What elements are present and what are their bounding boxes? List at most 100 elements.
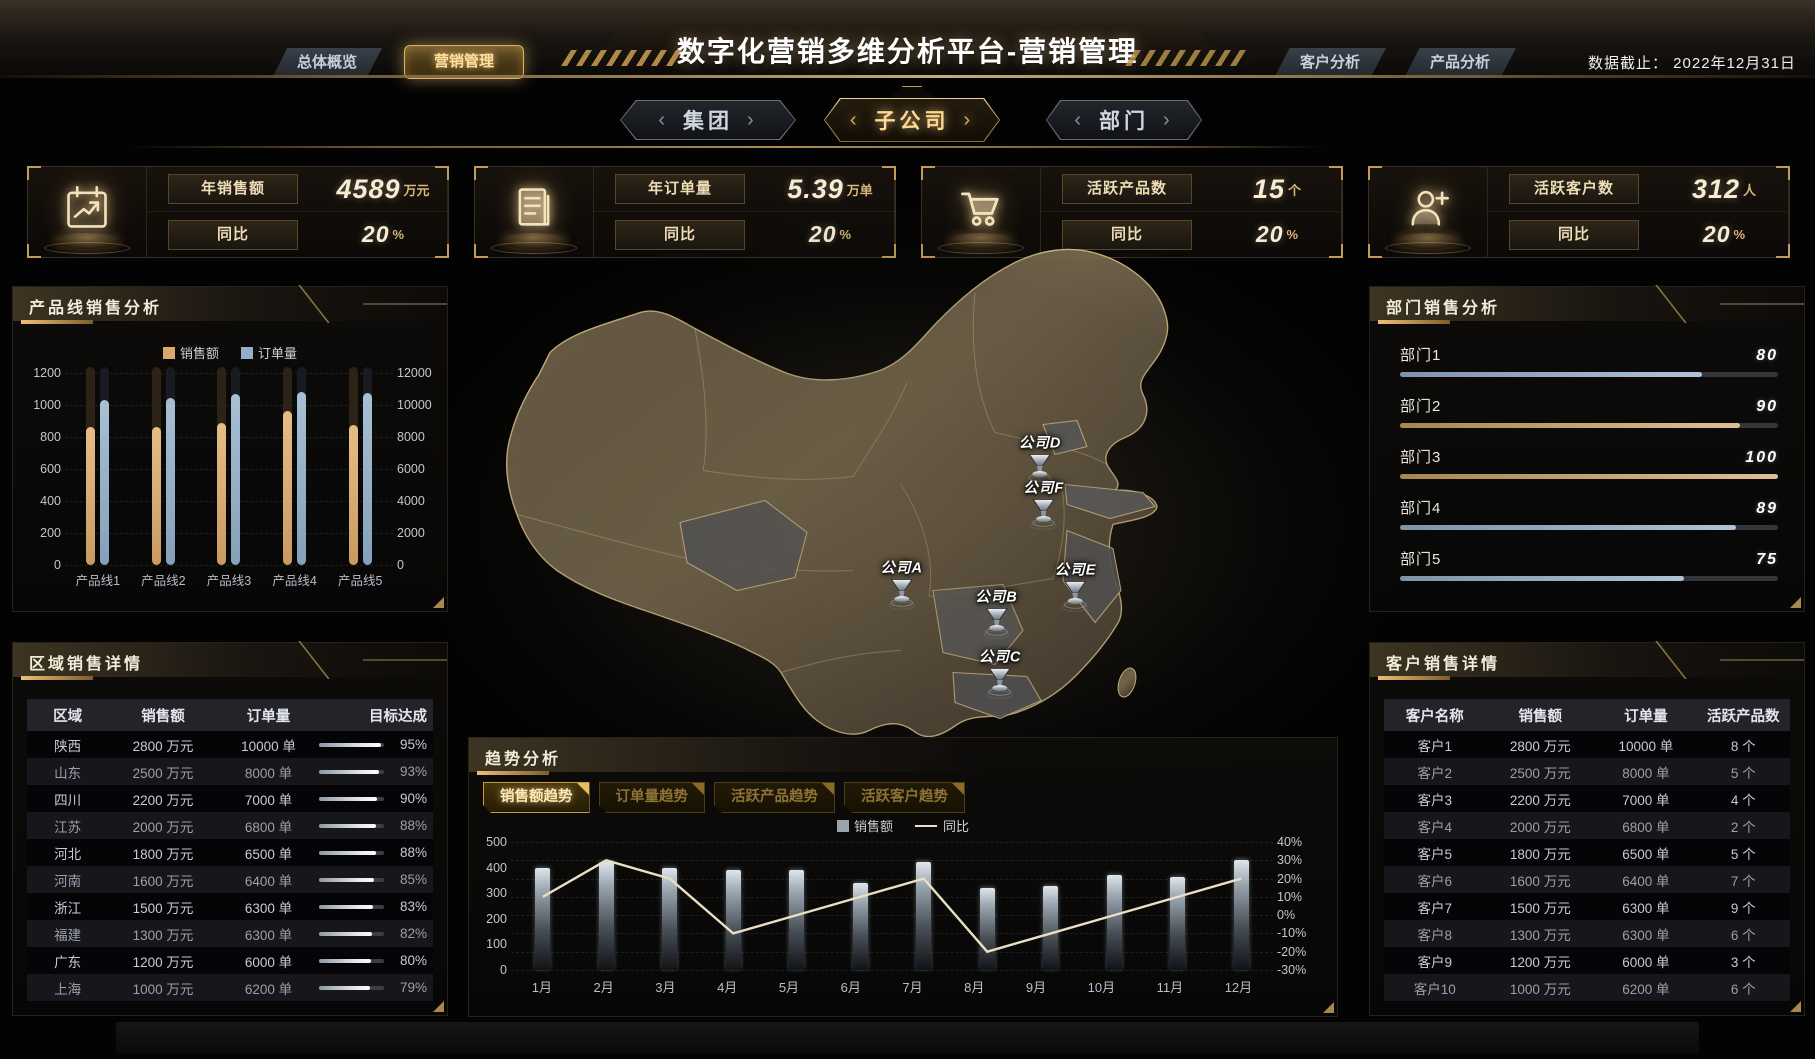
- orders-cell: 6200 单: [1622, 981, 1670, 997]
- bar-fill: [348, 425, 358, 565]
- kpi-value: 4589: [336, 173, 401, 204]
- department-row-top: 部门4 89: [1400, 492, 1778, 518]
- month-label: 4月: [717, 980, 738, 995]
- orders-cell: 6300 单: [244, 927, 293, 943]
- table-row: 客户10 1000 万元 6200 单 6 个: [1384, 974, 1790, 1001]
- column-header: 目标达成: [368, 708, 427, 725]
- sales-cell: 2200 万元: [132, 792, 194, 808]
- kpi-icon-box: [1369, 167, 1488, 257]
- bar-fill: [100, 400, 110, 565]
- map-marker-公司F[interactable]: 公司F: [1023, 477, 1064, 530]
- gridline: [511, 842, 1273, 843]
- column-header: 区域: [53, 708, 83, 725]
- legend-orders: 订单量: [241, 343, 297, 362]
- trend-tab-1[interactable]: 销售额趋势: [483, 782, 590, 813]
- table-row: 客户2 2500 万元 8000 单 5 个: [1384, 758, 1790, 785]
- corner-bracket: [474, 244, 488, 258]
- map-marker-公司B[interactable]: 公司B: [975, 585, 1017, 638]
- kpi-subvalue-cell: 20%: [766, 212, 894, 257]
- trend-tab-3[interactable]: 活跃产品趋势: [714, 782, 835, 813]
- department-label: 部门2: [1400, 398, 1442, 415]
- bar-fill: [86, 427, 96, 565]
- tab-subsidiary[interactable]: 子公司: [824, 98, 1000, 142]
- axis-tick-label: -20%: [1277, 944, 1307, 959]
- product-line-chart: [65, 367, 393, 566]
- gridline: [65, 533, 393, 534]
- map-marker-公司A[interactable]: 公司A: [881, 557, 923, 610]
- kpi-value-cell: 4589 万元: [319, 167, 447, 212]
- gridline: [511, 970, 1273, 971]
- sales-cell: 2500 万元: [132, 765, 194, 781]
- table-row: 陕西 2800 万元 10000 单 95%: [27, 731, 433, 758]
- column-header: 客户名称: [1405, 708, 1464, 725]
- nav-marketing-button[interactable]: 营销管理: [404, 45, 524, 79]
- target-percent: 82%: [399, 926, 427, 941]
- department-value: 100: [1745, 449, 1778, 466]
- department-label: 部门3: [1400, 449, 1442, 466]
- bar-订单量: [362, 367, 372, 565]
- table-row: 浙江 1500 万元 6300 单 83%: [27, 893, 433, 920]
- trend-tab-4[interactable]: 活跃客户趋势: [844, 782, 965, 813]
- axis-tick-label: 4000: [397, 494, 425, 508]
- axis-tick-label: 400: [486, 860, 507, 875]
- orders-cell: 6000 单: [1622, 954, 1670, 970]
- column-header: 销售额: [141, 708, 185, 725]
- legend-swatch-sales: [836, 820, 849, 832]
- kpi-sublabel: 同比: [1062, 219, 1192, 250]
- target-percent: 90%: [399, 791, 427, 806]
- department-value: 75: [1756, 551, 1778, 568]
- department-bar-fill: [1400, 372, 1703, 377]
- axis-tick-label: 20%: [1277, 871, 1303, 886]
- map-marker-公司C[interactable]: 公司C: [979, 645, 1021, 699]
- table-body: 陕西 2800 万元 10000 单 95% 山东 2500 万元 8000 单 93% 四川 2…: [27, 731, 433, 1001]
- panel-title: 趋势分析: [485, 751, 562, 768]
- bar-订单量: [100, 367, 110, 565]
- orders-cell: 6300 单: [244, 900, 293, 916]
- axis-tick-label: 400: [40, 494, 61, 508]
- kpi-subvalue: 20: [809, 221, 837, 248]
- month-label: 1月: [531, 980, 552, 995]
- region-cell: 四川: [54, 792, 82, 808]
- nav-overview-button[interactable]: 总体概览: [272, 48, 382, 78]
- trend-chart: [511, 842, 1273, 971]
- trend-tab-2[interactable]: 订单量趋势: [599, 782, 706, 813]
- bar-销售额: [283, 367, 293, 565]
- category-label: 产品线2: [141, 574, 186, 588]
- calendar-trend-icon: [67, 186, 107, 228]
- corner-bracket: [921, 166, 935, 180]
- map-marker-公司E[interactable]: 公司E: [1055, 559, 1097, 612]
- hazard-stripes-right: [1125, 50, 1255, 66]
- gold-underline: [477, 771, 549, 775]
- orders-cell: 8000 单: [1622, 765, 1670, 781]
- sales-cell: 1300 万元: [1509, 927, 1571, 943]
- legend-swatch-sales: [162, 347, 175, 359]
- target-progress-fill: [319, 985, 371, 990]
- region-table: 区域 销售额 订单量 目标达成 陕西 2800 万元 10000 单 95% 山东 2500 万…: [27, 699, 433, 1001]
- sales-cell: 1600 万元: [132, 873, 194, 889]
- table-header: 客户名称 销售额 订单量 活跃产品数: [1384, 699, 1790, 731]
- region-cell: 广东: [54, 954, 82, 970]
- panel-title-bar: 趋势分析: [469, 738, 1337, 775]
- target-progress-bar: [319, 823, 384, 828]
- products-cell: 5 个: [1730, 765, 1756, 781]
- axis-tick-label: 8000: [397, 430, 425, 444]
- tab-department[interactable]: 部门: [1046, 100, 1202, 140]
- department-bar-fill: [1400, 576, 1684, 581]
- gridline: [65, 437, 393, 438]
- target-progress-fill: [319, 796, 378, 801]
- map-marker-公司D[interactable]: 公司D: [1019, 431, 1061, 485]
- target-percent: 79%: [399, 980, 427, 995]
- corner-bracket: [1329, 166, 1343, 180]
- nav-customer-button[interactable]: 客户分析: [1274, 48, 1386, 78]
- target-progress-bar: [319, 796, 384, 801]
- tab-group[interactable]: 集团: [620, 100, 796, 140]
- department-label: 部门4: [1400, 500, 1442, 517]
- bar-group: [86, 367, 110, 565]
- department-bar-fill: [1400, 474, 1778, 479]
- nav-product-button[interactable]: 产品分析: [1404, 48, 1516, 78]
- products-cell: 3 个: [1730, 954, 1756, 970]
- kpi-grid: 年销售额 4589 万元 同比 20%: [147, 167, 448, 257]
- x-axis-labels: 1月 2月 3月 4月 5月 6月 7月 8月 9月 10月 11月 12月: [511, 977, 1273, 996]
- target-cell: 79%: [319, 980, 433, 995]
- table-row: 四川 2200 万元 7000 单 90%: [27, 785, 433, 812]
